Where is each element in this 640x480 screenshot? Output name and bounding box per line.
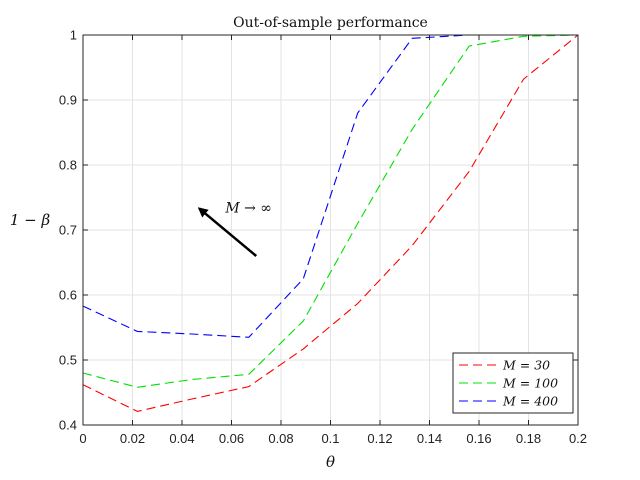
- x-tick-label: 0.18: [516, 431, 541, 446]
- y-tick-label: 0.4: [59, 418, 77, 433]
- x-tick-label: 0.04: [169, 431, 194, 446]
- x-tick-label: 0.16: [466, 431, 491, 446]
- x-tick-label: 0.12: [367, 431, 392, 446]
- x-tick-label: 0.14: [417, 431, 442, 446]
- legend-label-1: M = 100: [502, 376, 558, 391]
- annotation-arrow: [197, 207, 258, 257]
- annotation: M → ∞: [197, 201, 272, 257]
- legend: M = 30 M = 100 M = 400: [452, 352, 574, 414]
- x-tick-label: 0.1: [321, 431, 339, 446]
- x-tick-label: 0.06: [219, 431, 244, 446]
- tick-labels: 0 0.02 0.04 0.06 0.08 0.1 0.12 0.14 0.16 0.18 0.2 0…: [59, 28, 587, 447]
- x-tick-label: 0: [79, 431, 86, 446]
- series-line-1: [82, 34, 579, 388]
- x-axis-label: θ: [326, 453, 335, 471]
- y-tick-label: 0.8: [59, 158, 77, 173]
- x-tick-label: 0.02: [120, 431, 145, 446]
- y-tick-label: 0.5: [59, 353, 77, 368]
- chart-title: Out-of-sample performance: [233, 15, 428, 31]
- y-tick-label: 0.6: [59, 288, 77, 303]
- x-tick-label: 0.2: [569, 431, 587, 446]
- y-tick-label: 0.7: [59, 223, 77, 238]
- y-tick-label: 0.9: [59, 93, 77, 108]
- x-tick-label: 0.08: [268, 431, 293, 446]
- legend-label-2: M = 400: [502, 394, 558, 409]
- y-axis-label: 1 − β: [10, 211, 51, 229]
- annotation-label: M → ∞: [224, 201, 272, 217]
- y-tick-label: 1: [70, 28, 77, 43]
- legend-label-0: M = 30: [502, 358, 550, 373]
- series-line-0: [82, 34, 579, 412]
